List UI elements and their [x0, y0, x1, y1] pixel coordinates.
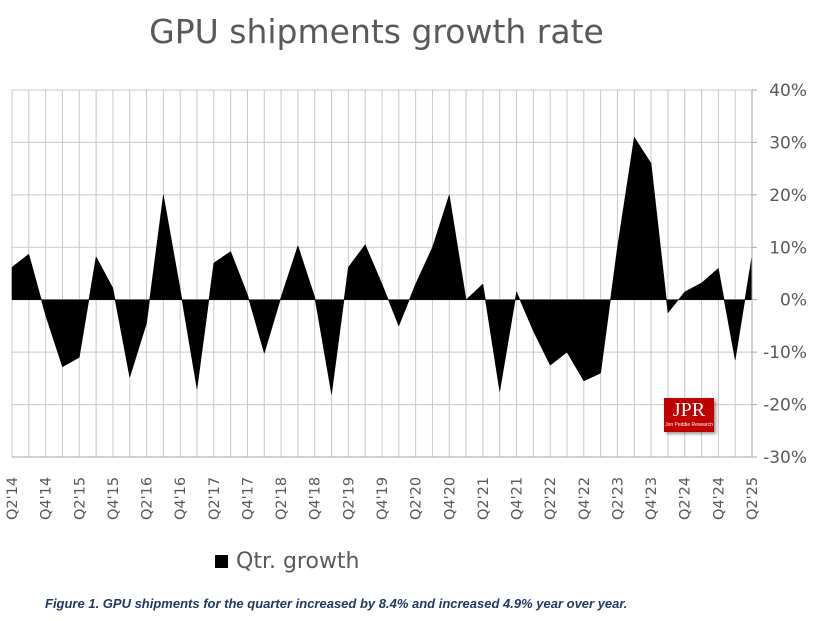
- x-tick-label: Q2'24: [678, 477, 694, 520]
- x-tick-label: Q4'22: [577, 477, 593, 520]
- x-tick-label: Q2'25: [745, 477, 761, 520]
- y-tick-label: 20%: [769, 186, 807, 206]
- y-tick-label: -20%: [763, 396, 807, 416]
- y-tick-label: 10%: [769, 238, 807, 258]
- legend-swatch: [215, 555, 228, 568]
- chart-title: GPU shipments growth rate: [149, 12, 604, 51]
- figure-caption: Figure 1. GPU shipments for the quarter …: [45, 596, 628, 611]
- x-tick-label: Q4'23: [644, 477, 660, 520]
- x-tick-label: Q2'23: [610, 477, 626, 520]
- series-area-qtr-growth: [11, 136, 753, 395]
- x-tick-label: Q2'16: [140, 477, 156, 520]
- x-tick-label: Q2'17: [207, 477, 223, 520]
- x-tick-label: Q4'20: [442, 477, 458, 520]
- x-tick-label: Q2'20: [409, 477, 425, 520]
- x-tick-label: Q2'22: [543, 477, 559, 520]
- x-tick-label: Q4'19: [375, 477, 391, 520]
- x-tick-label: Q4'18: [308, 477, 324, 520]
- x-tick-label: Q4'16: [173, 477, 189, 520]
- y-tick-label: -30%: [763, 448, 807, 468]
- x-tick-label: Q4'14: [39, 477, 55, 520]
- x-tick-label: Q2'19: [341, 477, 357, 520]
- x-tick-label: Q4'21: [510, 477, 526, 520]
- y-tick-label: -10%: [763, 343, 807, 363]
- x-tick-label: Q2'14: [5, 477, 21, 520]
- x-tick-label: Q4'15: [106, 477, 122, 520]
- x-tick-label: Q2'18: [274, 477, 290, 520]
- y-tick-label: 40%: [769, 81, 807, 101]
- x-tick-label: Q4'24: [711, 477, 727, 520]
- legend: Qtr. growth: [215, 549, 360, 574]
- logo-subtext: Jon Peddie Research: [665, 422, 713, 428]
- x-tick-label: Q2'21: [476, 477, 492, 520]
- y-tick-label: 30%: [769, 133, 807, 153]
- x-tick-label: Q2'15: [72, 477, 88, 520]
- legend-label: Qtr. growth: [236, 549, 360, 574]
- jpr-logo: JPR Jon Peddie Research: [664, 398, 714, 432]
- logo-text: JPR: [672, 399, 706, 421]
- x-tick-label: Q4'17: [240, 477, 256, 520]
- y-tick-label: 0%: [780, 291, 807, 311]
